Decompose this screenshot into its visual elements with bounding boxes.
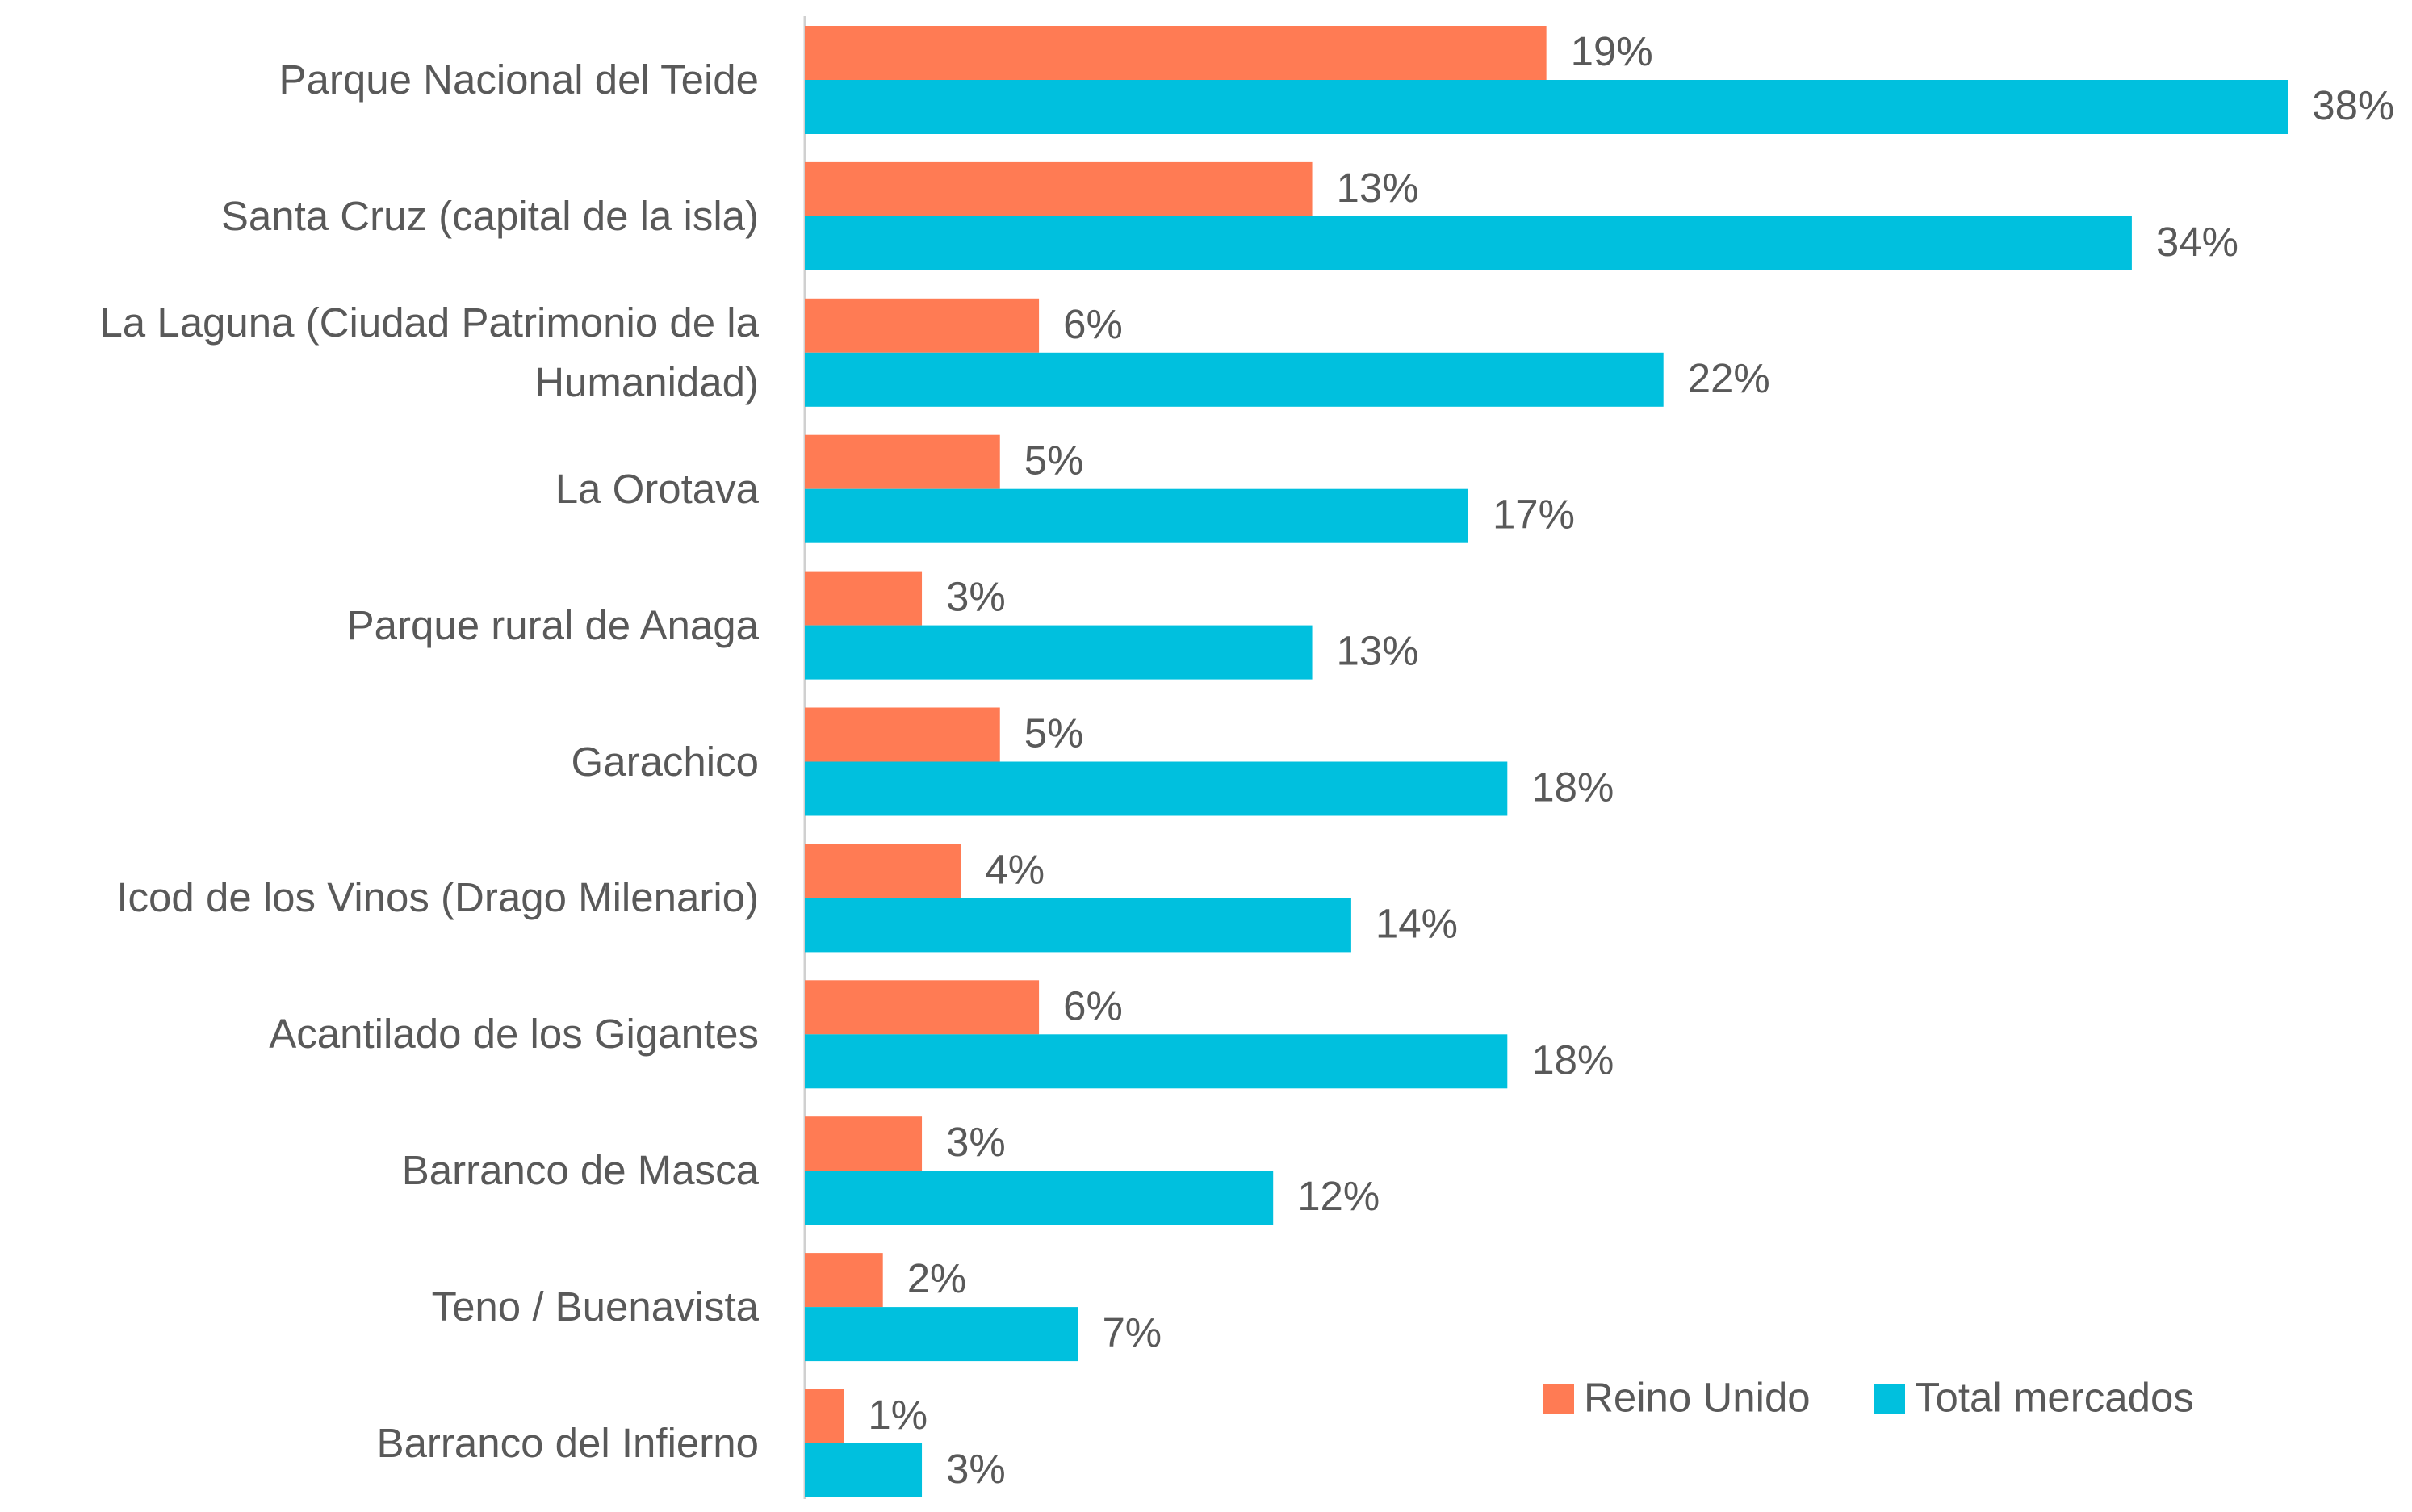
value-label: 5% — [1024, 438, 1084, 484]
bar — [805, 434, 1000, 489]
bar — [805, 1253, 883, 1308]
category-label: Icod de los Vinos (Drago Milenario) — [116, 874, 759, 921]
value-label: 38% — [2312, 82, 2394, 128]
value-label: 6% — [1063, 982, 1123, 1028]
value-label: 14% — [1376, 900, 1458, 946]
category-label: Santa Cruz (capital de la isla) — [220, 192, 759, 239]
bar — [805, 1034, 1508, 1089]
value-label: 22% — [1688, 355, 1770, 401]
bar — [805, 352, 1664, 407]
value-label: 6% — [1063, 301, 1123, 347]
bar — [805, 1443, 923, 1497]
value-label: 19% — [1571, 28, 1653, 74]
bar — [805, 488, 1468, 543]
bar — [805, 1116, 923, 1171]
value-label: 3% — [946, 574, 1006, 620]
value-label: 1% — [868, 1392, 928, 1438]
value-label: 2% — [907, 1255, 967, 1301]
bar — [805, 625, 1313, 680]
value-label: 12% — [1297, 1173, 1380, 1219]
bar — [805, 844, 961, 898]
category-label: Barranco del Infierno — [376, 1420, 759, 1467]
value-label: 18% — [1531, 764, 1614, 810]
bar — [805, 1389, 844, 1443]
value-label: 34% — [2156, 219, 2238, 265]
category-label: La Laguna (Ciudad Patrimonio de la Human… — [99, 299, 759, 405]
value-label: 13% — [1337, 165, 1419, 211]
legend-swatch — [1543, 1384, 1574, 1414]
value-label: 3% — [946, 1119, 1006, 1165]
category-label: Teno / Buenavista — [431, 1284, 759, 1330]
bar — [805, 298, 1040, 353]
bar — [805, 707, 1000, 762]
category-label: La Orotava — [555, 465, 759, 512]
bar — [805, 761, 1508, 816]
bar — [805, 980, 1040, 1035]
value-label: 18% — [1531, 1037, 1614, 1083]
category-label: Barranco de Masca — [401, 1147, 759, 1194]
value-label: 17% — [1493, 492, 1575, 538]
bar — [805, 1171, 1274, 1225]
value-label: 13% — [1337, 628, 1419, 674]
bar — [805, 26, 1547, 80]
value-label: 4% — [985, 846, 1045, 892]
value-label: 5% — [1024, 710, 1084, 756]
bar — [805, 80, 2288, 134]
bar — [805, 161, 1313, 216]
category-label: Acantilado de los Gigantes — [269, 1011, 759, 1058]
category-label: Garachico — [571, 738, 759, 785]
legend-label: Reino Unido — [1584, 1374, 1811, 1420]
legend-label: Total mercados — [1915, 1374, 2194, 1420]
bar — [805, 216, 2132, 270]
bar — [805, 571, 923, 626]
category-label: Parque rural de Anaga — [346, 601, 759, 648]
value-label: 3% — [946, 1446, 1006, 1492]
legend-swatch — [1874, 1384, 1905, 1414]
value-label: 7% — [1102, 1309, 1162, 1355]
bar — [805, 1307, 1078, 1362]
bar — [805, 898, 1351, 953]
category-label: Parque Nacional del Teide — [278, 57, 759, 103]
